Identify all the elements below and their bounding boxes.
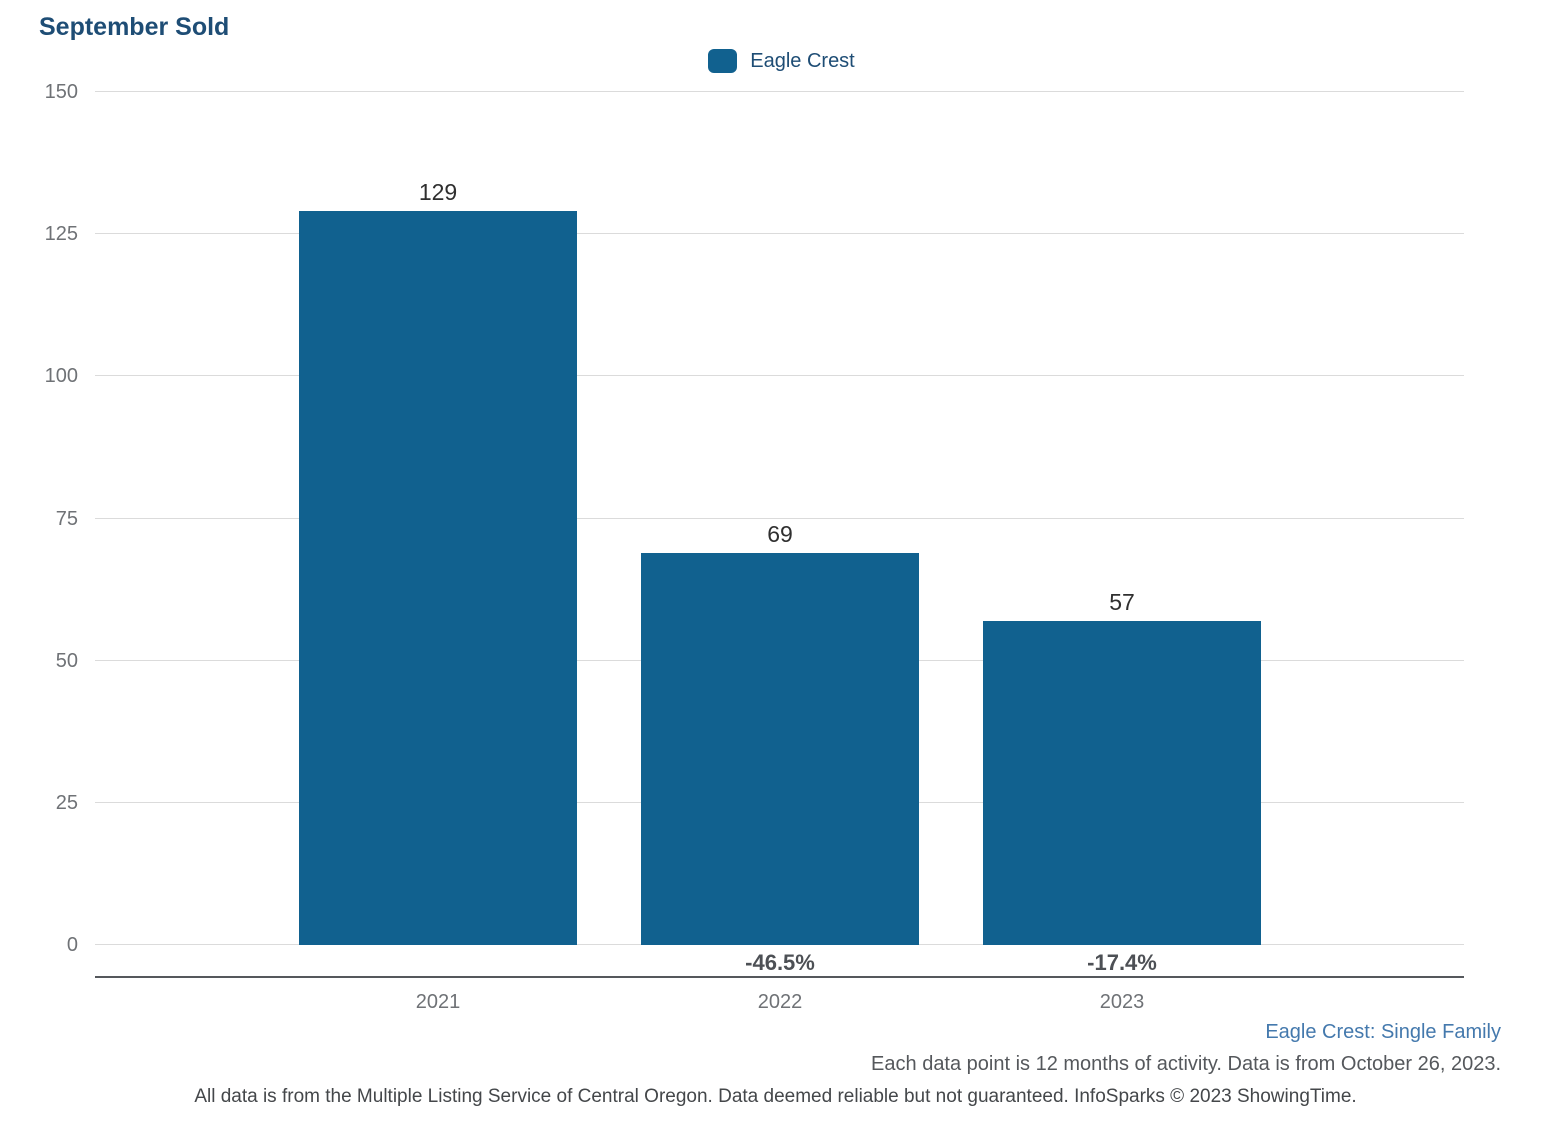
pct-change-label-2023: -17.4% — [1087, 950, 1157, 975]
mls-disclaimer: All data is from the Multiple Listing Se… — [194, 1086, 1357, 1107]
chart-title: September Sold — [39, 13, 230, 41]
bar-value-label-2022: 69 — [767, 520, 793, 547]
gridline-75 — [95, 517, 1464, 519]
gridline-100 — [95, 375, 1464, 377]
bar-2023[interactable] — [983, 620, 1261, 945]
y-tick-label-25: 25 — [55, 791, 78, 814]
bar-2022[interactable] — [641, 552, 919, 945]
pct-change-label-2022: -46.5% — [745, 950, 815, 975]
x-axis-label-2023: 2023 — [1099, 991, 1145, 1013]
x-axis-label-2021: 2021 — [415, 991, 461, 1013]
y-tick-label-50: 50 — [55, 649, 78, 672]
bar-2021[interactable] — [299, 211, 577, 945]
y-tick-label-100: 100 — [44, 365, 78, 388]
bar-value-label-2021: 129 — [418, 179, 458, 206]
legend-label: Eagle Crest — [750, 49, 855, 72]
legend: Eagle Crest — [0, 49, 1563, 73]
series-settings-note: Eagle Crest: Single Family — [1265, 1021, 1501, 1043]
y-tick-label-125: 125 — [44, 223, 78, 246]
y-tick-label-75: 75 — [55, 507, 78, 530]
gridline-150 — [95, 91, 1464, 92]
x-axis-label-2022: 2022 — [757, 991, 803, 1013]
bar-value-label-2023: 57 — [1109, 588, 1135, 615]
legend-swatch-icon — [708, 49, 738, 73]
y-tick-label-150: 150 — [44, 81, 78, 103]
data-freshness-note: Each data point is 12 months of activity… — [871, 1053, 1501, 1075]
y-tick-label-0: 0 — [66, 934, 78, 956]
gridline-125 — [95, 233, 1464, 235]
x-axis-line — [95, 976, 1464, 978]
